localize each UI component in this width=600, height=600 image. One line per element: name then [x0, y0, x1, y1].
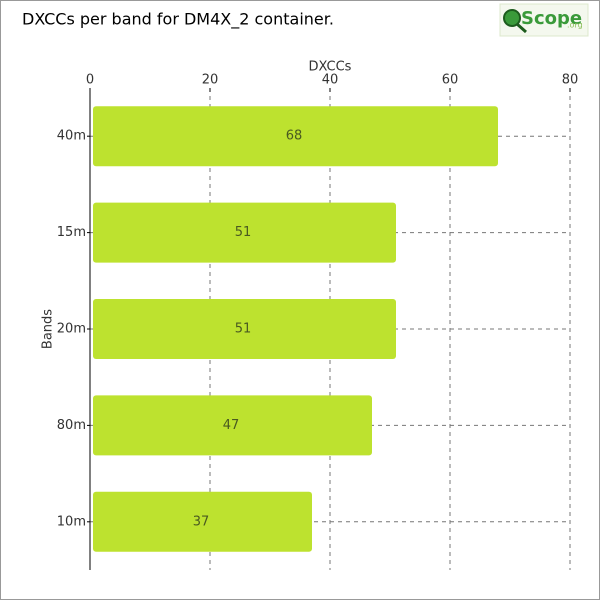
x-tick-label: 40: [322, 73, 339, 88]
data-label: 68: [286, 129, 303, 144]
logo-suffix: .org: [567, 21, 583, 30]
data-label: 37: [193, 514, 210, 529]
x-tick-label: 20: [202, 73, 219, 88]
logo-text: Scope: [521, 8, 582, 29]
logo: Scope .org: [499, 3, 589, 37]
y-tick-label: 15m: [57, 225, 86, 240]
data-label: 51: [235, 322, 252, 337]
y-axis-label: Bands: [41, 309, 56, 349]
bar: [93, 202, 396, 263]
y-tick-label: 10m: [57, 514, 86, 529]
y-tick-label: 80m: [57, 418, 86, 433]
logo-handle: [516, 22, 527, 34]
bar: [93, 106, 498, 167]
y-tick-label: 20m: [57, 322, 86, 337]
bar: [93, 299, 396, 359]
data-label: 51: [235, 225, 252, 240]
bar: [93, 491, 312, 552]
x-axis-label: DXCCs: [309, 60, 352, 75]
chart-title: DXCCs per band for DM4X_2 container.: [22, 10, 334, 30]
bar: [93, 395, 372, 456]
data-label: 47: [223, 418, 240, 433]
logo-icon: [503, 9, 521, 27]
x-tick-label: 60: [442, 73, 459, 88]
y-tick-label: 40m: [57, 129, 86, 144]
x-tick-label: 0: [86, 73, 94, 88]
x-tick-label: 80: [562, 73, 579, 88]
